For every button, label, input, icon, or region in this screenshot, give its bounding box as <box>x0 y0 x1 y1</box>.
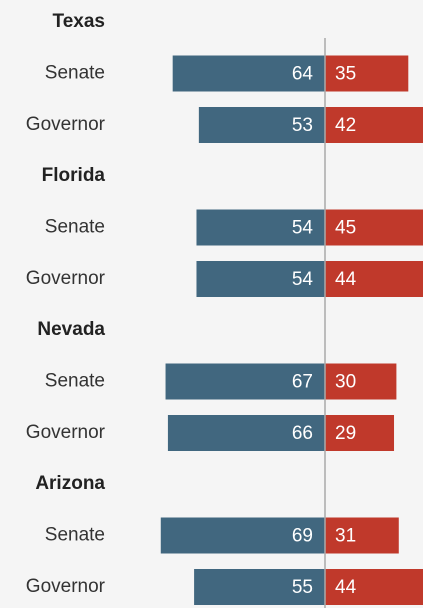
bar-right <box>325 55 409 92</box>
value-label: 35 <box>335 64 356 85</box>
value-label: 31 <box>335 526 356 547</box>
bar-left <box>196 261 325 297</box>
value-label: 54 <box>292 269 314 290</box>
bar-right <box>325 517 399 554</box>
value-label: 67 <box>292 372 313 393</box>
bar-left <box>198 107 325 143</box>
category-label: Senate <box>45 63 105 84</box>
value-label: 45 <box>335 218 356 239</box>
bar-right <box>325 569 423 605</box>
category-label: Senate <box>45 525 105 546</box>
value-label: 54 <box>292 218 314 239</box>
category-label: Governor <box>26 114 106 135</box>
value-label: 64 <box>292 64 314 85</box>
bar-left <box>160 517 325 554</box>
bar-right <box>325 363 397 400</box>
bar-left <box>196 209 325 246</box>
category-label: Senate <box>45 217 105 238</box>
bar-right <box>325 209 423 246</box>
group-label: Arizona <box>35 473 105 494</box>
bar-left <box>172 55 325 92</box>
value-label: 53 <box>292 115 313 136</box>
value-label: 29 <box>335 423 356 444</box>
group-label: Florida <box>42 165 106 186</box>
bar-right <box>325 107 423 143</box>
category-label: Governor <box>26 268 106 289</box>
bar-left <box>194 569 325 605</box>
value-label: 42 <box>335 115 356 136</box>
value-label: 44 <box>335 269 357 290</box>
category-label: Senate <box>45 371 105 392</box>
bar-left <box>167 415 325 451</box>
category-label: Governor <box>26 576 106 597</box>
value-label: 69 <box>292 526 313 547</box>
group-label: Nevada <box>37 319 105 340</box>
bar-left <box>165 363 325 400</box>
group-label: Texas <box>53 11 105 32</box>
value-label: 44 <box>335 577 357 598</box>
value-label: 55 <box>292 577 313 598</box>
value-label: 66 <box>292 423 313 444</box>
bar-right <box>325 415 395 451</box>
category-label: Governor <box>26 422 106 443</box>
bar-right <box>325 261 423 297</box>
value-label: 30 <box>335 372 356 393</box>
